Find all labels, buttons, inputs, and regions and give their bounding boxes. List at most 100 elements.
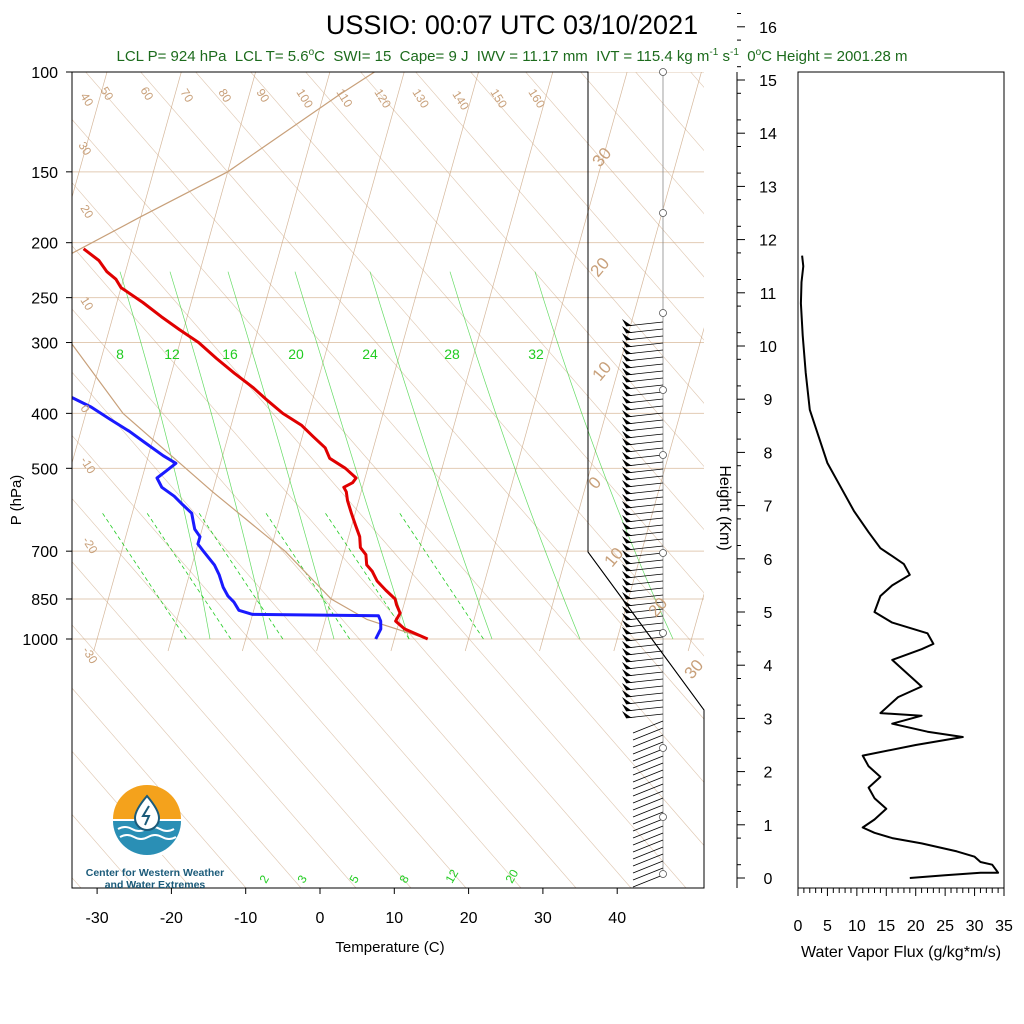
wind-pennant <box>622 648 632 655</box>
wind-barb <box>625 636 664 642</box>
wind-barb <box>625 566 664 572</box>
wind-barb <box>625 573 664 579</box>
wind-barb <box>625 657 664 663</box>
wind-pennant <box>622 466 632 473</box>
stat-ivt: IVT = 115.4 kg m <box>596 48 710 65</box>
stat-cape: Cape= 9 J <box>399 48 469 65</box>
mixing-ratio-line <box>102 512 187 640</box>
wind-barb <box>625 496 664 502</box>
wind-barb <box>625 615 664 621</box>
mixing-ratio-label: 20 <box>288 346 304 362</box>
wind-barb <box>625 370 664 376</box>
wind-barb <box>632 790 664 804</box>
frame-diagonal <box>587 551 705 711</box>
chart-title: USSIO: 00:07 UTC 03/10/2021 <box>325 10 699 40</box>
wind-calm-marker <box>659 309 667 317</box>
pressure-tick-label: 150 <box>31 165 58 182</box>
wind-pennant <box>622 662 632 669</box>
wind-barb <box>625 587 664 593</box>
wind-pennant <box>622 697 632 704</box>
logo-line-1: Center for Western Weather <box>85 867 225 879</box>
height-tick-label: 0 <box>764 871 773 888</box>
isotherm-label: 80 <box>215 86 234 105</box>
wind-pennant <box>622 333 632 340</box>
flux-tick-label: 15 <box>877 918 895 935</box>
dry-adiabat-line <box>580 72 704 215</box>
wind-barb <box>625 363 664 369</box>
adiabat-label: 10 <box>589 358 616 385</box>
dry-adiabat-line <box>635 72 704 151</box>
flux-tick-label: 30 <box>966 918 984 935</box>
adiabat-label: 10 <box>601 544 628 571</box>
temperature-tick-label: -10 <box>234 910 257 927</box>
height-tick-label: 5 <box>764 605 773 622</box>
isotherm-label: 40 <box>77 90 96 109</box>
height-tick-label: 9 <box>764 392 773 409</box>
height-tick-label: 14 <box>759 126 777 143</box>
wind-pennant <box>622 452 632 459</box>
saturated-adiabat-line <box>534 271 674 640</box>
isotherm-label: 160 <box>525 86 548 111</box>
dewpoint-line <box>72 395 383 640</box>
dry-adiabat-line <box>72 624 302 888</box>
stat-freezing: 0 <box>747 48 756 65</box>
wind-barb <box>625 412 664 418</box>
wind-barb <box>632 720 664 734</box>
wind-barb <box>625 552 664 558</box>
wind-barb <box>625 398 664 404</box>
wind-barb <box>625 713 664 719</box>
height-tick-label: 16 <box>759 20 777 37</box>
dry-adiabat-line <box>72 498 412 888</box>
wind-barb <box>632 727 664 741</box>
stats-line: LCL P= 924 hPa LCL T= 5.6oC SWI= 15 Cape… <box>116 47 908 65</box>
isotherm-line <box>242 72 405 652</box>
pressure-tick-label: 200 <box>31 236 58 253</box>
water-drop-icon <box>133 794 161 831</box>
pressure-tick-label: 100 <box>31 65 58 82</box>
wind-pennant <box>622 620 632 627</box>
wind-pennant <box>622 438 632 445</box>
wind-pennant <box>622 522 632 529</box>
isotherm-label: 140 <box>449 88 472 113</box>
wind-barb <box>632 776 664 790</box>
temperature-line <box>82 247 429 641</box>
wind-barb <box>625 629 664 635</box>
saturated-adiabat-line <box>169 271 269 640</box>
wind-pennant <box>622 494 632 501</box>
wind-pennant <box>622 606 632 613</box>
wind-pennant <box>622 690 632 697</box>
isotherm-label: -30 <box>79 644 100 666</box>
wind-pennant <box>622 445 632 452</box>
wind-pennant <box>622 676 632 683</box>
wind-barb <box>625 328 664 334</box>
wind-barb <box>625 678 664 684</box>
wind-pennant <box>622 592 632 599</box>
wind-barb <box>625 643 664 649</box>
dry-adiabat-line <box>896 0 1024 888</box>
wind-pennant <box>622 340 632 347</box>
wind-barb <box>625 510 664 516</box>
wind-pennant <box>622 634 632 641</box>
wind-pennant <box>622 578 632 585</box>
dry-adiabat-line <box>676 0 1024 888</box>
flux-tick-label: 25 <box>936 918 954 935</box>
wind-barb <box>625 349 664 355</box>
stat-freezing-tail: C Height = 2001.28 m <box>761 48 908 65</box>
logo-line-2: and Water Extremes <box>104 879 206 891</box>
pressure-tick-label: 400 <box>31 406 58 423</box>
wind-calm-marker <box>659 68 667 76</box>
isotherm-label: 120 <box>371 86 394 111</box>
mixing-ratio-line <box>399 512 484 640</box>
mixing-ratio-label: 24 <box>362 346 378 362</box>
wind-barb <box>625 489 664 495</box>
wind-pennant <box>622 347 632 354</box>
isotherm-line <box>167 72 331 652</box>
dry-adiabat-line <box>72 814 137 888</box>
wind-barb <box>625 426 664 432</box>
isotherm-line <box>93 72 256 652</box>
wind-pennant <box>622 410 632 417</box>
wind-barb <box>632 741 664 755</box>
wind-barb <box>625 671 664 677</box>
wind-calm-marker <box>659 209 667 217</box>
